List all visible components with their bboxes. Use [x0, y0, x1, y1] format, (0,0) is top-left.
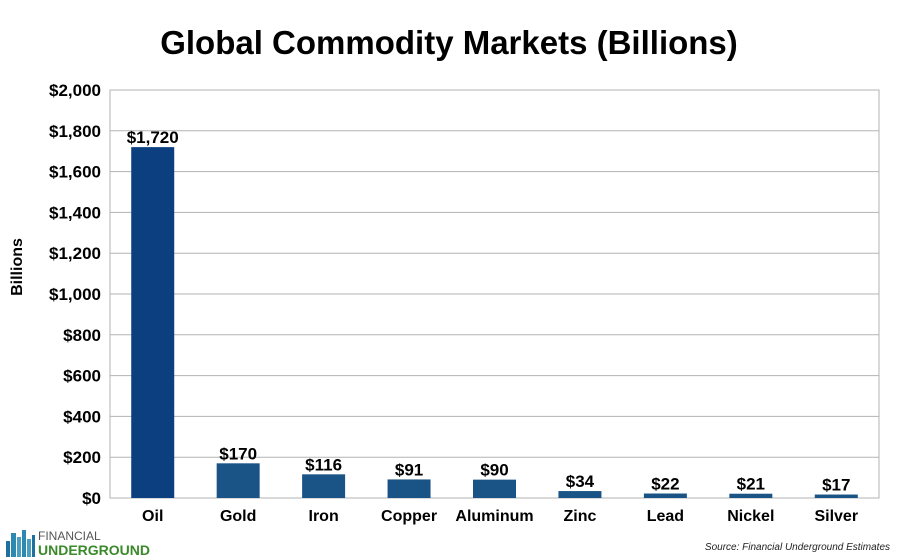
bar — [473, 479, 516, 498]
data-label: $116 — [305, 455, 342, 474]
bar — [729, 493, 773, 498]
bar — [558, 491, 602, 498]
bar — [814, 494, 858, 498]
data-label: $22 — [651, 475, 679, 494]
x-tick-label: Zinc — [563, 508, 596, 525]
bar — [387, 479, 431, 498]
bar — [216, 463, 260, 498]
y-tick-label: $600 — [63, 367, 101, 386]
financial-underground-logo: FINANCIAL UNDERGROUND — [6, 529, 150, 557]
logo-line1: FINANCIAL — [38, 529, 101, 543]
x-tick-label: Iron — [309, 508, 339, 525]
x-tick-label: Lead — [647, 508, 684, 525]
y-tick-label: $1,400 — [49, 203, 101, 222]
y-tick-label: $1,000 — [49, 285, 101, 304]
y-tick-label: $1,200 — [49, 244, 101, 263]
x-tick-label: Oil — [142, 508, 163, 525]
y-tick-label: $1,600 — [49, 163, 101, 182]
bar — [302, 474, 346, 498]
data-label: $170 — [219, 444, 257, 463]
logo-line2: UNDERGROUND — [38, 542, 150, 557]
x-tick-label: Copper — [381, 508, 437, 525]
data-label: $21 — [737, 475, 765, 494]
y-tick-label: $200 — [63, 448, 101, 467]
x-tick-label: Gold — [220, 508, 256, 525]
data-label: $17 — [822, 476, 850, 495]
x-tick-label: Nickel — [727, 508, 774, 525]
chart-title: Global Commodity Markets (Billions) — [160, 24, 738, 61]
data-label: $34 — [566, 472, 595, 491]
y-tick-label: $400 — [63, 407, 101, 426]
bar — [643, 493, 687, 498]
bar — [131, 147, 175, 498]
y-tick-label: $2,000 — [49, 81, 101, 100]
y-tick-label: $0 — [82, 489, 101, 508]
y-tick-label: $800 — [63, 326, 101, 345]
x-tick-label: Silver — [814, 508, 858, 525]
skyline-icon — [6, 530, 35, 557]
x-tick-label: Aluminum — [455, 508, 533, 525]
y-tick-label: $1,800 — [49, 122, 101, 141]
data-label: $91 — [395, 460, 423, 479]
data-label: $1,720 — [127, 128, 179, 147]
data-label: $90 — [480, 461, 508, 480]
source-note: Source: Financial Underground Estimates — [704, 542, 890, 553]
